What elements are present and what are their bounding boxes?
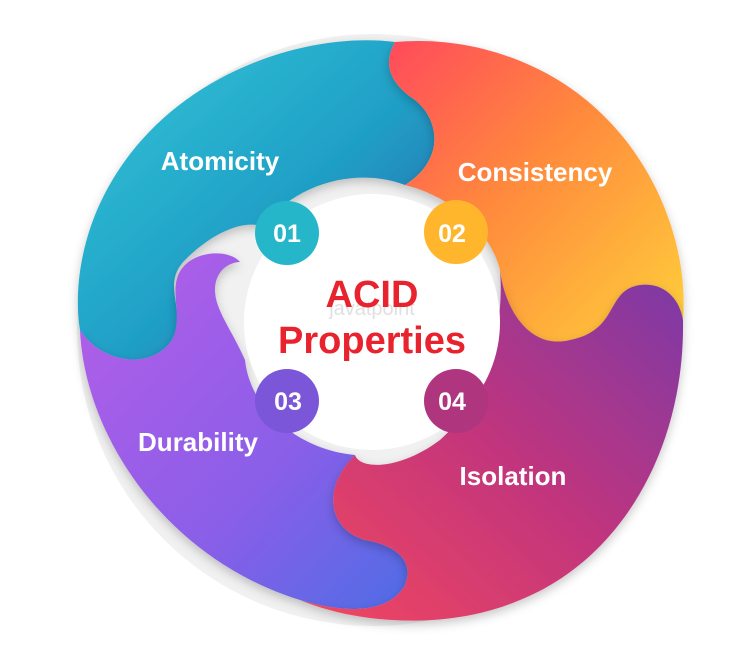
center-title-line2: Properties bbox=[278, 320, 466, 362]
bubble-01 bbox=[255, 201, 319, 265]
label-durability: Durability bbox=[138, 427, 258, 457]
label-atomicity: Atomicity bbox=[161, 146, 280, 176]
number-03: 03 bbox=[274, 388, 302, 416]
label-isolation: Isolation bbox=[460, 461, 567, 491]
segment-isolation bbox=[300, 270, 684, 621]
number-04: 04 bbox=[438, 388, 466, 416]
label-consistency: Consistency bbox=[458, 157, 613, 187]
segment-consistency bbox=[389, 40, 684, 342]
bubble-02 bbox=[424, 200, 488, 264]
number-01: 01 bbox=[273, 220, 301, 248]
watermark-text: javatpoint bbox=[328, 298, 415, 320]
bubble-04 bbox=[424, 369, 488, 433]
segment-atomicity bbox=[77, 40, 435, 360]
segment-durability bbox=[80, 253, 408, 609]
bubble-03 bbox=[255, 369, 319, 433]
number-02: 02 bbox=[438, 220, 466, 248]
center-title-line1: ACID bbox=[326, 274, 419, 316]
